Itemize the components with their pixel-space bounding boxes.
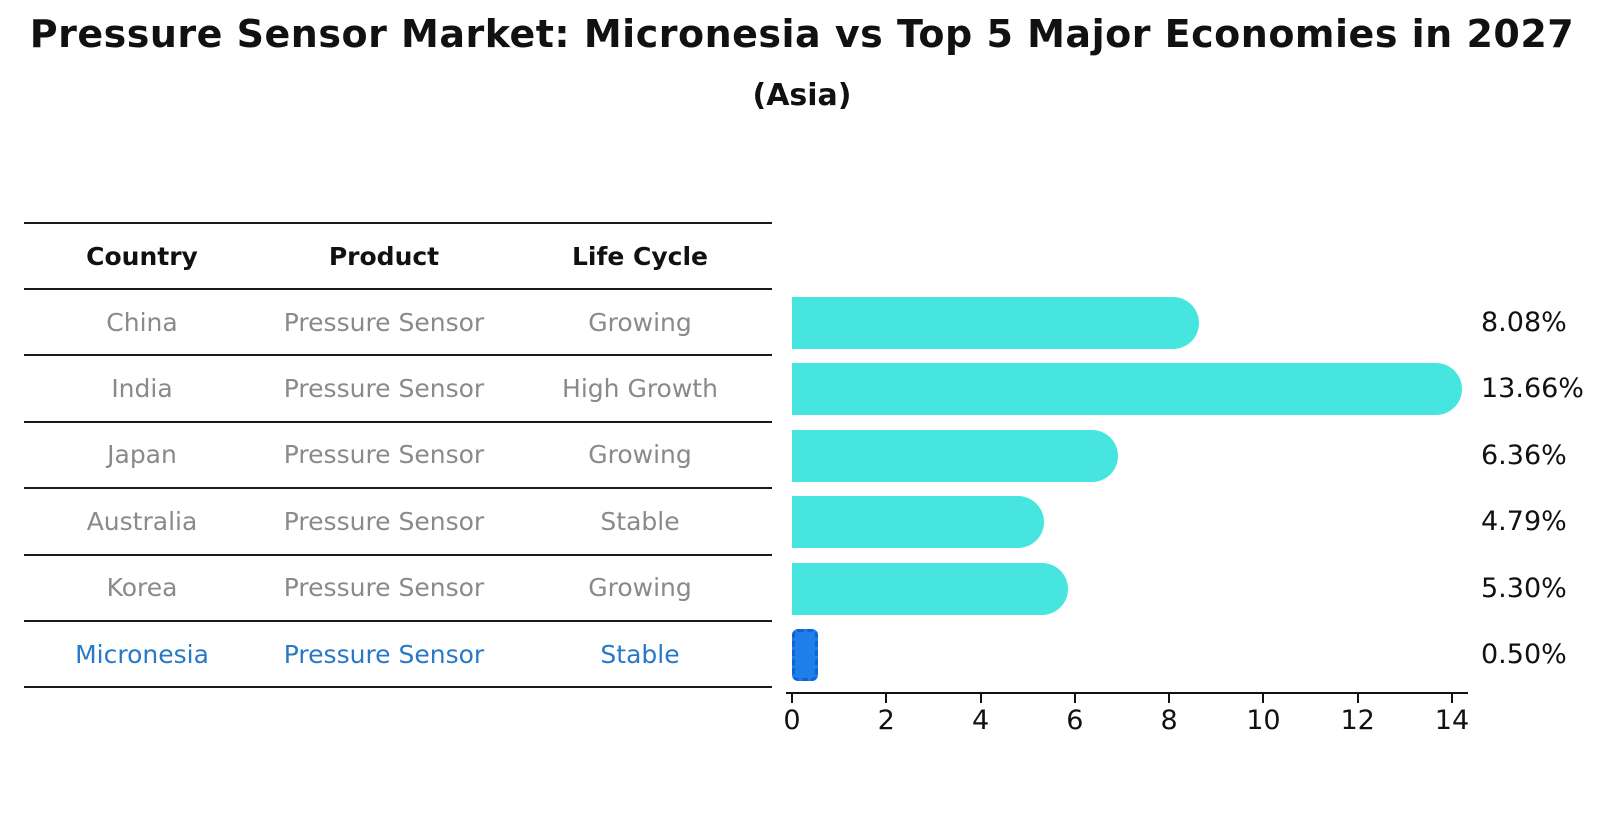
bar-india	[792, 363, 1462, 416]
bar-value-label-korea: 5.30%	[1481, 572, 1567, 604]
chart-title: Pressure Sensor Market: Micronesia vs To…	[29, 12, 1575, 56]
bar-value-label-japan: 6.36%	[1481, 439, 1567, 471]
table-header-country: Country	[86, 241, 198, 271]
cell-life-cycle: Stable	[600, 639, 680, 669]
x-axis-tick-label: 0	[783, 705, 801, 736]
bar-micronesia	[792, 629, 818, 681]
cell-country: India	[111, 374, 173, 404]
x-axis-tick	[1450, 694, 1453, 703]
cell-life-cycle: Stable	[600, 506, 680, 536]
x-axis-tick	[1168, 694, 1171, 703]
cell-life-cycle: High Growth	[562, 374, 718, 404]
cell-country: Micronesia	[75, 639, 209, 669]
x-axis-line	[786, 692, 1468, 694]
cell-product: Pressure Sensor	[283, 374, 485, 404]
table-row-australia: Australia Pressure Sensor Stable	[24, 489, 772, 556]
table-row-india: India Pressure Sensor High Growth	[24, 356, 772, 423]
cell-product: Pressure Sensor	[283, 573, 485, 603]
x-axis-tick-label: 10	[1246, 705, 1281, 736]
bar-value-label-india: 13.66%	[1481, 373, 1584, 405]
bar-value-label-australia: 4.79%	[1481, 506, 1567, 538]
x-axis-tick-label: 14	[1434, 705, 1470, 736]
table-row-korea: Korea Pressure Sensor Growing	[24, 556, 772, 622]
x-axis-tick	[979, 694, 982, 703]
cell-life-cycle: Growing	[588, 573, 692, 603]
table-header-life-cycle: Life Cycle	[571, 241, 709, 271]
x-axis-tick-label: 2	[877, 705, 895, 736]
cell-country: China	[106, 307, 178, 337]
cell-product: Pressure Sensor	[283, 639, 485, 669]
table-row-micronesia: Micronesia Pressure Sensor Stable	[24, 622, 772, 689]
x-axis-tick-label: 12	[1340, 705, 1375, 736]
cell-country: Japan	[107, 440, 177, 470]
x-axis-tick	[791, 694, 793, 703]
bar-korea	[792, 562, 1068, 615]
bar-japan	[792, 429, 1118, 482]
table-header-row: Country Product Life Cycle	[24, 224, 772, 290]
cell-life-cycle: Growing	[588, 440, 692, 470]
x-axis-tick	[1073, 694, 1076, 703]
cell-country: Australia	[86, 506, 198, 536]
cell-product: Pressure Sensor	[283, 440, 485, 470]
table-header-product: Product	[328, 241, 440, 271]
x-axis-tick	[885, 694, 888, 703]
x-axis-tick-label: 4	[971, 705, 990, 736]
x-axis-tick	[1356, 694, 1359, 703]
country-product-table: Country Product Life Cycle China Pressure Se…	[24, 222, 772, 689]
x-axis-tick-label: 8	[1160, 705, 1178, 736]
chart-subtitle: (Asia)	[752, 78, 852, 113]
cell-product: Pressure Sensor	[283, 307, 485, 337]
cell-country: Korea	[106, 573, 178, 603]
cell-product: Pressure Sensor	[283, 506, 485, 536]
bar-australia	[792, 496, 1044, 549]
x-axis-tick-label: 6	[1066, 705, 1084, 736]
table-row-japan: Japan Pressure Sensor Growing	[24, 423, 772, 490]
cell-life-cycle: Growing	[588, 307, 692, 337]
bar-value-label-micronesia: 0.50%	[1481, 639, 1567, 670]
bar-value-label-china: 8.08%	[1481, 307, 1567, 338]
x-axis-tick	[1262, 694, 1265, 703]
table-row-china: China Pressure Sensor Growing	[24, 290, 772, 357]
bar-china	[792, 297, 1199, 349]
